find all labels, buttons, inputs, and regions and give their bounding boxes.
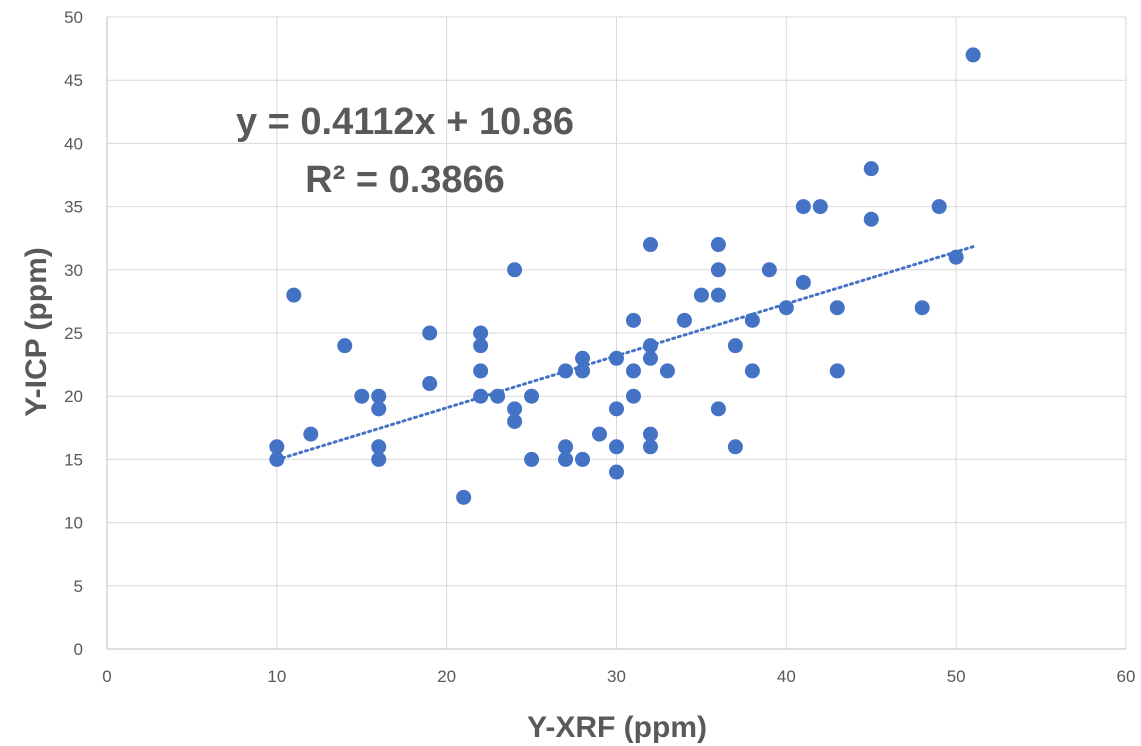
data-point — [473, 363, 489, 379]
data-point — [609, 401, 624, 417]
data-point — [642, 426, 658, 442]
data-point — [422, 325, 438, 341]
data-point — [575, 451, 591, 467]
y-tick-label: 35 — [64, 198, 83, 217]
data-point — [625, 363, 641, 379]
data-point — [371, 439, 387, 455]
y-tick-label: 50 — [64, 8, 83, 27]
y-tick-label: 30 — [64, 261, 83, 280]
data-point — [507, 413, 523, 429]
y-tick-label: 20 — [64, 387, 83, 406]
data-point — [609, 439, 624, 455]
x-tick-label: 0 — [102, 667, 111, 686]
data-point — [710, 237, 726, 253]
data-point — [371, 388, 387, 404]
data-point — [625, 312, 641, 328]
data-point — [524, 388, 540, 404]
data-point — [642, 237, 658, 253]
data-point — [659, 363, 675, 379]
data-point — [558, 439, 574, 455]
data-point — [473, 388, 489, 404]
data-point — [795, 199, 811, 215]
y-tick-label: 25 — [64, 324, 83, 343]
data-point — [710, 287, 726, 303]
x-tick-label: 20 — [437, 667, 456, 686]
data-point — [473, 325, 489, 341]
data-point — [609, 464, 624, 480]
data-point — [354, 388, 370, 404]
y-tick-label: 45 — [64, 71, 83, 90]
data-point — [456, 489, 472, 505]
y-axis-title: Y-ICP (ppm) — [20, 247, 53, 416]
data-point — [863, 161, 879, 177]
axes — [106, 17, 1126, 650]
data-point — [575, 350, 591, 366]
data-point — [642, 439, 658, 455]
data-point — [575, 363, 591, 379]
linear-trendline — [275, 245, 975, 462]
x-tick-label: 50 — [947, 667, 966, 686]
data-point — [303, 426, 319, 442]
data-point — [558, 451, 574, 467]
data-point — [371, 401, 387, 417]
data-point — [524, 451, 540, 467]
data-point — [642, 350, 658, 366]
data-point — [778, 300, 794, 316]
data-point — [829, 363, 845, 379]
data-point — [676, 312, 692, 328]
data-point — [710, 401, 726, 417]
data-point — [710, 262, 726, 278]
data-point — [625, 388, 641, 404]
x-axis-title: Y-XRF (ppm) — [527, 711, 707, 744]
y-tick-label: 40 — [64, 134, 83, 153]
data-point — [727, 439, 743, 455]
data-point — [931, 199, 947, 215]
x-tick-label: 30 — [607, 667, 626, 686]
y-tick-label: 15 — [64, 450, 83, 469]
data-point — [914, 300, 930, 316]
data-point — [863, 211, 879, 227]
data-point — [761, 262, 777, 278]
data-point — [948, 249, 964, 265]
x-tick-label: 40 — [777, 667, 796, 686]
trendline-group — [275, 245, 975, 462]
data-point — [507, 401, 523, 417]
data-points — [269, 47, 981, 505]
data-point — [337, 338, 353, 354]
r-squared-label: R² = 0.3866 — [305, 159, 505, 201]
y-tick-label: 0 — [74, 640, 83, 659]
y-tick-labels: 0 5 10 15 20 25 30 35 40 45 50 — [64, 8, 83, 659]
data-point — [795, 274, 811, 290]
data-point — [727, 338, 743, 354]
data-point — [507, 262, 523, 278]
data-point — [693, 287, 709, 303]
data-point — [592, 426, 608, 442]
data-point — [422, 376, 438, 392]
x-tick-label: 60 — [1117, 667, 1136, 686]
x-tick-labels: 0 10 20 30 40 50 60 — [102, 667, 1135, 686]
trendline-equation: y = 0.4112x + 10.86 — [236, 101, 574, 143]
data-point — [965, 47, 981, 63]
data-point — [812, 199, 828, 215]
y-tick-label: 10 — [64, 514, 83, 533]
data-point — [829, 300, 845, 316]
data-point — [473, 338, 489, 354]
grid-lines — [107, 16, 1127, 649]
x-tick-label: 10 — [267, 667, 286, 686]
data-point — [269, 439, 285, 455]
data-point — [371, 451, 387, 467]
y-tick-label: 5 — [74, 577, 83, 596]
data-point — [744, 363, 760, 379]
data-point — [286, 287, 302, 303]
